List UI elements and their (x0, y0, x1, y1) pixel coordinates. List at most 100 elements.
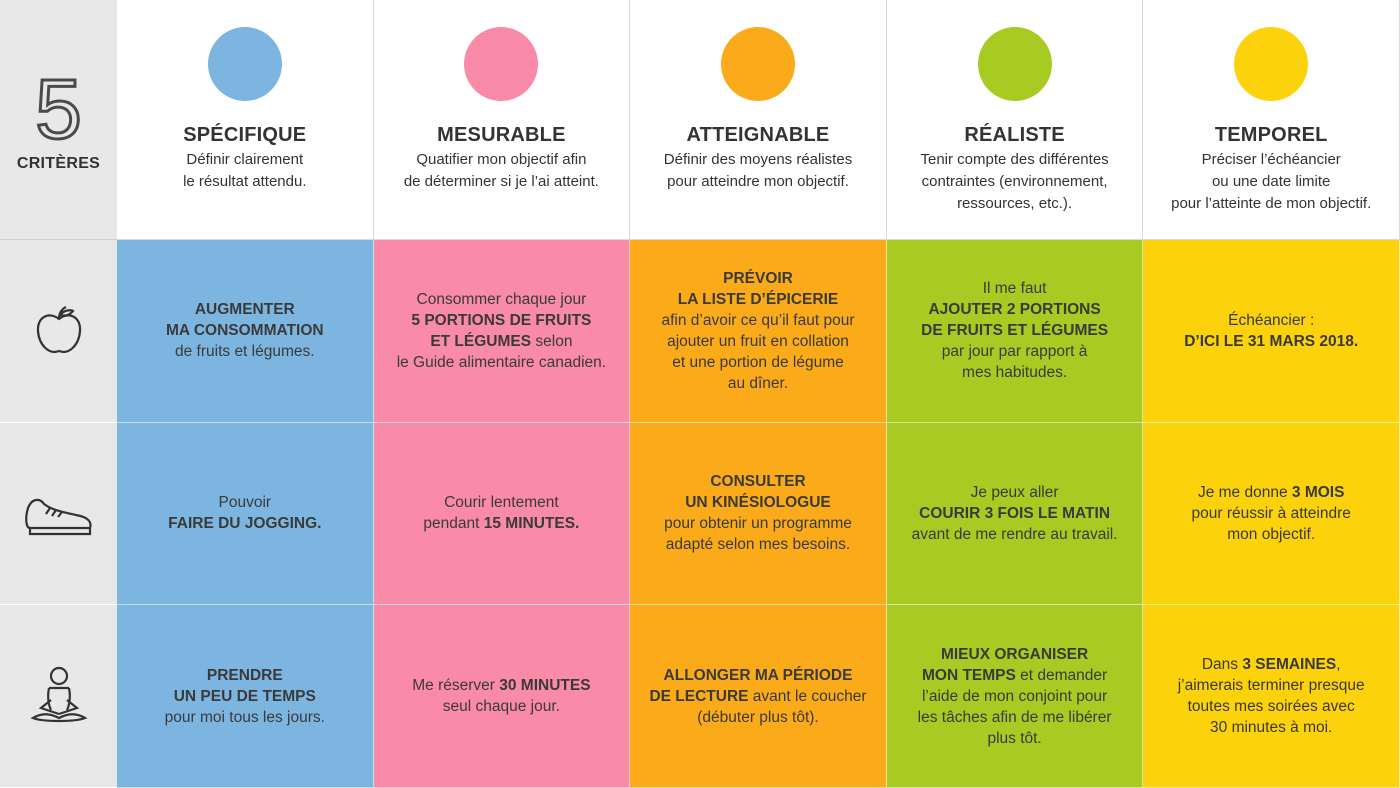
cell-line: avant de me rendre au travail. (912, 524, 1118, 545)
cell-line: Consommer chaque jour (417, 289, 587, 310)
criterion-title: SPÉCIFIQUE (183, 124, 307, 146)
text-run: AUGMENTER (194, 301, 295, 319)
text-run: pour obtenir un programme (664, 515, 852, 533)
text-run: ajouter un fruit en collation (667, 332, 849, 350)
text-run: Pouvoir (218, 494, 272, 512)
cell-line: les tâches afin de me libérer (918, 707, 1112, 728)
text-run: DE FRUITS ET LÉGUMES (921, 322, 1109, 340)
cell-line: Je peux aller (971, 482, 1059, 503)
cell-line: toutes mes soirées avec (1188, 696, 1355, 717)
icon-circle (207, 27, 282, 101)
meditation-icon (30, 667, 87, 723)
text-run: MIEUX ORGANISER (940, 645, 1089, 663)
text-run: LA LISTE D’ÉPICERIE (677, 290, 839, 308)
goal-cell: Consommer chaque jour 5 PORTIONS DE FRUIT… (373, 240, 631, 423)
text-run: AJOUTER 2 PORTIONS (928, 301, 1101, 319)
text-run: par jour par rapport à (941, 343, 1088, 361)
criterion-title: MESURABLE (437, 124, 566, 146)
text-run: 15 MINUTES. (483, 515, 580, 533)
description-line: Tenir compte des différentes (920, 151, 1109, 168)
text-run: FAIRE DU JOGGING. (168, 515, 322, 533)
goal-cell: PRÉVOIR LA LISTE D’ÉPICERIE afin d’avoir c… (630, 240, 887, 423)
description-line: pour l’atteinte de mon objectif. (1171, 195, 1372, 212)
icon-circle (977, 27, 1052, 101)
text-run: ET LÉGUMES (430, 332, 532, 350)
text-run: avant le coucher (748, 687, 867, 705)
cell-line: D’ICI LE 31 MARS 2018. (1184, 331, 1358, 352)
criterion-description: Préciser l’échéancier ou une date limite p… (1171, 149, 1371, 215)
goal-cell: ALLONGER MA PÉRIODE DE LECTURE avant le c… (630, 605, 887, 788)
criterion-header: RÉALISTE Tenir compte des différentes cont… (886, 0, 1144, 240)
text-run: seul chaque jour. (442, 698, 560, 716)
icon-circle (464, 27, 539, 101)
row-icon-cell (0, 605, 117, 788)
text-run: pour moi tous les jours. (164, 708, 325, 726)
text-run: l’aide de mon conjoint pour (921, 687, 1108, 705)
shoe-icon (24, 499, 92, 536)
cell-line: AJOUTER 2 PORTIONS (928, 299, 1100, 320)
criteria-label: CRITÈRES (16, 154, 101, 172)
icon-circle (720, 27, 795, 101)
criteria-number: 5 (34, 61, 84, 156)
text-run: CONSULTER (710, 473, 806, 491)
goal-cell: CONSULTER UN KINÉSIOLOGUE pour obtenir un … (630, 422, 887, 606)
text-run: , (1336, 656, 1341, 674)
cell-line: afin d’avoir ce qu’il faut pour (661, 310, 854, 331)
description-line: Définir clairement (186, 151, 304, 168)
text-run: plus tôt. (987, 729, 1042, 747)
text-run: ALLONGER MA PÉRIODE (663, 666, 853, 684)
text-run: les tâches afin de me libérer (917, 708, 1112, 726)
cell-line: Courir lentement (444, 492, 559, 513)
text-run: COURIR 3 FOIS LE MATIN (919, 504, 1111, 522)
cell-line: de fruits et légumes. (175, 341, 315, 362)
text-run: Me réserver (412, 677, 500, 695)
goal-cell: Échéancier : D’ICI LE 31 MARS 2018. (1143, 240, 1400, 423)
cell-line: FAIRE DU JOGGING. (168, 513, 321, 534)
description-line: contraintes (environnement, (921, 173, 1108, 190)
cell-line: ET LÉGUMES selon (430, 331, 572, 352)
cell-line: CONSULTER (710, 471, 805, 492)
criterion-header: ATTEIGNABLE Définir des moyens réalistes p… (630, 0, 887, 240)
cell-line: ALLONGER MA PÉRIODE (664, 665, 853, 686)
description-line: de déterminer si je l’ai atteint. (403, 173, 599, 190)
cell-line: DE FRUITS ET LÉGUMES (921, 320, 1108, 341)
text-run: PRENDRE (206, 666, 283, 684)
cell-line: l’aide de mon conjoint pour (922, 686, 1107, 707)
description-line: pour atteindre mon objectif. (667, 173, 849, 190)
cell-line: Pouvoir (219, 492, 272, 513)
goal-cell: Il me faut AJOUTER 2 PORTIONS DE FRUITS ET… (886, 240, 1144, 423)
text-run: (débuter plus tôt). (697, 708, 819, 726)
text-run: UN KINÉSIOLOGUE (685, 494, 831, 512)
text-run: Il me faut (982, 280, 1047, 298)
text-run: pour réussir à atteindre (1191, 504, 1351, 522)
description-line: ou une date limite (1211, 173, 1331, 190)
goal-cell: Courir lentement pendant 15 MINUTES. (373, 422, 631, 606)
description-line: Quatifier mon objectif afin (416, 151, 587, 168)
text-run: mon objectif. (1227, 525, 1316, 543)
text-run: Échéancier : (1228, 311, 1315, 329)
text-run: PRÉVOIR (723, 269, 793, 287)
cell-line: PRÉVOIR (723, 268, 793, 289)
goal-cell: Me réserver 30 MINUTES seul chaque jour. (373, 605, 631, 788)
criterion-description: Définir des moyens réalistes pour atteind… (664, 149, 852, 193)
criterion-icon (464, 27, 539, 101)
criterion-description: Quatifier mon objectif afin de déterminer… (404, 149, 599, 193)
goal-cell: Dans 3 SEMAINES, j’aimerais terminer pres… (1143, 605, 1400, 788)
cell-line: mes habitudes. (962, 362, 1067, 383)
text-run: mes habitudes. (962, 364, 1068, 382)
text-run: de fruits et légumes. (175, 343, 315, 361)
cell-line: par jour par rapport à (942, 341, 1088, 362)
description-line: Préciser l’échéancier (1201, 151, 1341, 168)
criterion-description: Définir clairement le résultat attendu. (183, 149, 306, 193)
cell-line: pendant 15 MINUTES. (423, 513, 579, 534)
cell-line: au dîner. (728, 373, 788, 394)
criterion-header: TEMPOREL Préciser l’échéancier ou une date… (1143, 0, 1400, 240)
cell-line: MON TEMPS et demander (922, 665, 1107, 686)
text-run: MON TEMPS (921, 666, 1016, 684)
apple-icon (36, 305, 81, 353)
description-line: Définir des moyens réalistes (663, 151, 853, 168)
goal-cell: Je peux aller COURIR 3 FOIS LE MATIN avant… (886, 422, 1144, 606)
text-run: afin d’avoir ce qu’il faut pour (661, 311, 855, 329)
cell-line: seul chaque jour. (443, 696, 560, 717)
